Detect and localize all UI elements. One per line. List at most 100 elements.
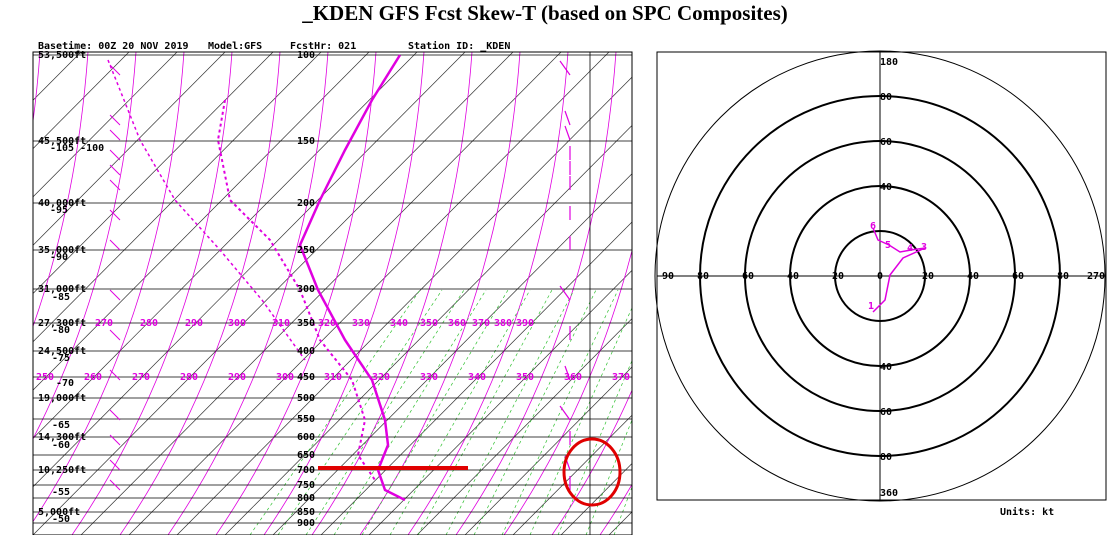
temperature-profile bbox=[298, 54, 406, 502]
altitude-label: 5,000ft bbox=[38, 507, 80, 518]
pressure-label: 400 bbox=[297, 346, 315, 357]
dry-adiabat bbox=[599, 483, 632, 535]
theta-label: 270 bbox=[132, 372, 150, 383]
altitude-label: 19,000ft bbox=[38, 393, 86, 404]
isotherm bbox=[33, 52, 466, 488]
isotherm bbox=[33, 52, 370, 391]
pressure-label: 700 bbox=[297, 465, 315, 476]
header-fcsthr: FcstHr: 021 bbox=[290, 41, 356, 52]
pressure-label: 600 bbox=[297, 432, 315, 443]
ring-label: 90 bbox=[662, 271, 674, 282]
dry-adiabat bbox=[407, 52, 569, 535]
ring-label: 60 bbox=[1012, 271, 1024, 282]
ring-label: 80 bbox=[1057, 271, 1069, 282]
ring-label: 20 bbox=[922, 271, 934, 282]
theta-label: 310 bbox=[324, 372, 342, 383]
wind-barb bbox=[564, 365, 571, 381]
wind-barb bbox=[559, 405, 571, 421]
theta-label: 290 bbox=[185, 318, 203, 329]
pressure-label: 750 bbox=[297, 480, 315, 491]
isotherm bbox=[320, 221, 632, 535]
pressure-label: 550 bbox=[297, 414, 315, 425]
altitude-label: 35,000ft bbox=[38, 245, 86, 256]
height-label: 5 bbox=[885, 240, 891, 251]
theta-label: 360 bbox=[564, 372, 582, 383]
ring-label: 40 bbox=[880, 362, 892, 373]
theta-label: 350 bbox=[420, 318, 438, 329]
profiles bbox=[107, 54, 406, 502]
isotherm bbox=[224, 124, 632, 535]
wind-barb bbox=[109, 64, 121, 76]
dry-adiabat bbox=[33, 52, 41, 125]
pressure-label: 650 bbox=[297, 450, 315, 461]
temperature-label: -50 bbox=[52, 514, 70, 525]
dry-adiabat bbox=[1080, 52, 1120, 535]
mixing-line bbox=[305, 289, 465, 535]
pressure-label: 800 bbox=[297, 493, 315, 504]
isotherm bbox=[33, 52, 514, 535]
altitude-label: 24,500ft bbox=[38, 346, 86, 357]
theta-label: 270 bbox=[95, 318, 113, 329]
wind-barb bbox=[109, 459, 121, 471]
ring-label: 40 bbox=[880, 182, 892, 193]
pressure-label: 250 bbox=[297, 245, 315, 256]
theta-label: 340 bbox=[390, 318, 408, 329]
ring-label: 80 bbox=[880, 92, 892, 103]
temperature-label: -85 bbox=[52, 292, 70, 303]
altitude-label: 14,300ft bbox=[38, 432, 86, 443]
isotherm bbox=[705, 52, 1120, 535]
wind-barb bbox=[109, 149, 121, 161]
isotherm bbox=[33, 52, 274, 294]
dry-adiabat bbox=[936, 52, 1096, 535]
wind-barb bbox=[109, 164, 121, 176]
isotherm bbox=[33, 52, 178, 198]
units: Units: kt bbox=[1000, 506, 1054, 518]
theta-label: 310 bbox=[272, 318, 290, 329]
pressure-label: 850 bbox=[297, 507, 315, 518]
theta-label: 350 bbox=[516, 372, 534, 383]
mixing-line bbox=[389, 289, 531, 535]
pressure-label: 100 bbox=[297, 50, 315, 61]
title: _KDEN GFS Fcst Skew-T (based on SPC Comp… bbox=[301, 1, 788, 25]
theta-label: 280 bbox=[180, 372, 198, 383]
dry-adiabat bbox=[119, 52, 281, 535]
annotation-circle bbox=[562, 437, 622, 507]
theta-label: 330 bbox=[420, 372, 438, 383]
ring-label: 270 bbox=[1087, 271, 1105, 282]
mixing-line bbox=[249, 289, 421, 535]
mixing-line bbox=[585, 419, 632, 535]
dry-adiabat bbox=[33, 52, 185, 523]
pressure-label: 150 bbox=[297, 136, 315, 147]
mixing-line bbox=[557, 359, 632, 535]
isotherm bbox=[33, 52, 34, 53]
wind-barb bbox=[109, 289, 121, 301]
isotherm bbox=[368, 269, 632, 535]
mixing-line bbox=[417, 289, 553, 535]
pressure-label: 900 bbox=[297, 518, 315, 529]
isotherm bbox=[176, 76, 632, 535]
isotherm bbox=[464, 366, 632, 535]
parcel-profile bbox=[107, 59, 306, 361]
wind-barb bbox=[109, 479, 121, 491]
theta-label: 250 bbox=[36, 372, 54, 383]
theta-label: 300 bbox=[276, 372, 294, 383]
theta-label: 380 bbox=[494, 318, 512, 329]
temperature-label: -90 bbox=[50, 252, 68, 263]
theta-label: 290 bbox=[228, 372, 246, 383]
isotherm bbox=[33, 52, 226, 246]
temperature-label: -95 bbox=[50, 205, 68, 216]
dry-adiabat bbox=[551, 389, 632, 535]
wind-barb bbox=[109, 329, 121, 341]
isotherm bbox=[33, 52, 418, 439]
wind-barb bbox=[559, 60, 571, 76]
temperature-label: -80 bbox=[52, 325, 70, 336]
mixing-line bbox=[277, 289, 443, 535]
hodograph: 180 80 60 40 40 60 80 360 90 80 60 40 20 0 20 40 60 80 270… bbox=[654, 50, 1106, 502]
pressure-label: 300 bbox=[297, 284, 315, 295]
altitude-label: 53,500ft bbox=[38, 50, 86, 61]
skewt-frame bbox=[32, 51, 633, 535]
wind-barb bbox=[109, 179, 121, 191]
temperature-label: -55 bbox=[52, 487, 70, 498]
